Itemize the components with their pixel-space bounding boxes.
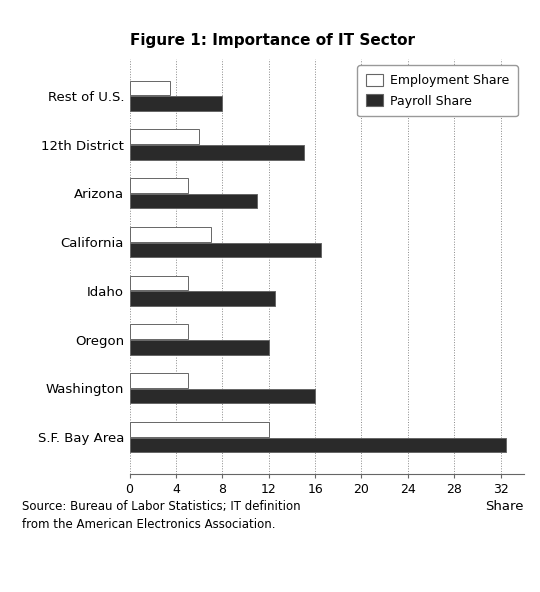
Bar [130, 389, 315, 403]
Bar [130, 130, 199, 144]
Bar [130, 145, 303, 160]
Legend: Employment Share, Payroll Share: Employment Share, Payroll Share [357, 66, 517, 116]
Bar [130, 340, 269, 355]
Text: Source: Bureau of Labor Statistics; IT definition: Source: Bureau of Labor Statistics; IT d… [22, 500, 300, 513]
Bar [130, 96, 222, 111]
Text: Figure 1: Importance of IT Sector: Figure 1: Importance of IT Sector [130, 33, 415, 49]
Bar [130, 178, 187, 193]
Bar [130, 437, 507, 452]
Bar [130, 194, 257, 208]
Bar [130, 276, 187, 290]
Bar [130, 81, 170, 95]
Text: Share: Share [485, 500, 524, 513]
Bar [130, 324, 187, 339]
Bar [130, 373, 187, 388]
Text: from the American Electronics Association.: from the American Electronics Associatio… [22, 518, 275, 531]
Bar [130, 291, 274, 306]
Bar [130, 422, 269, 436]
Bar [130, 243, 321, 257]
Bar [130, 227, 211, 242]
